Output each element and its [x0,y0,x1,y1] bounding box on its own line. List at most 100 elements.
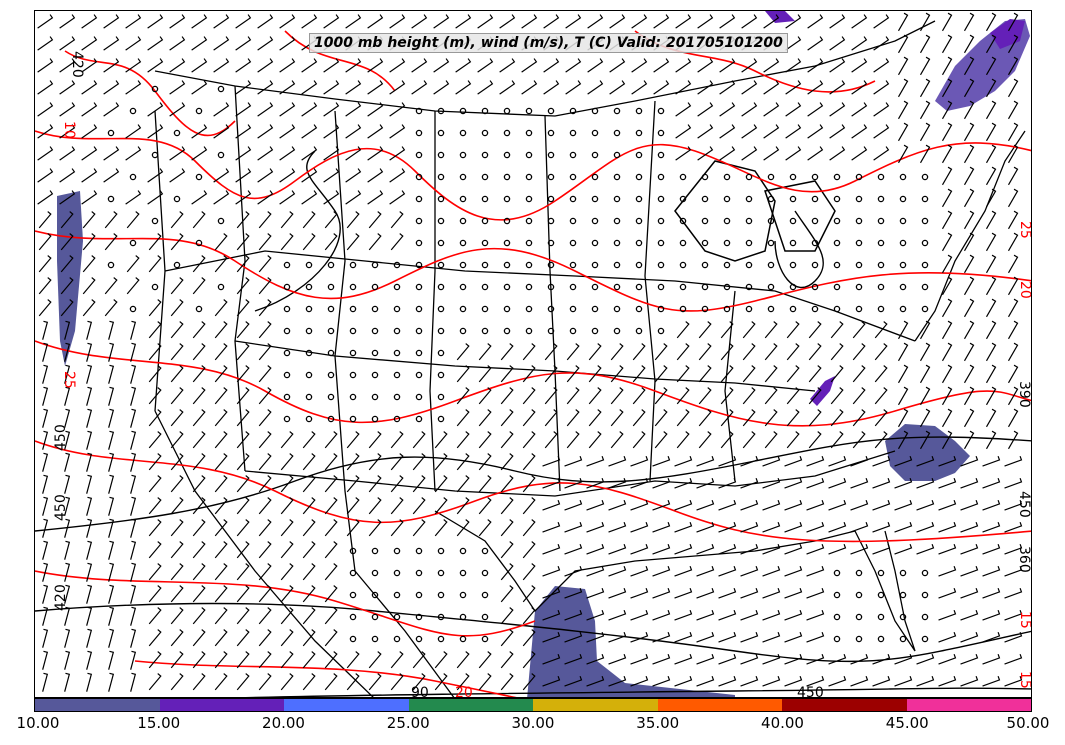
wind-barb [59,36,76,51]
calm-wind-marker [437,327,445,335]
calm-wind-marker [921,635,929,643]
wind-barb [829,36,846,51]
wind-barb [37,102,54,117]
calm-wind-marker [745,173,753,181]
wind-barb [1007,430,1019,450]
calm-wind-marker [899,613,907,621]
wind-barb [762,653,781,665]
calm-wind-marker [591,107,599,115]
wind-barb [740,499,759,511]
calm-wind-marker [921,261,929,269]
wind-barb [214,673,228,691]
wind-barb [214,629,228,647]
wind-barb [544,431,558,449]
calm-wind-marker [591,217,599,225]
wind-barb [64,606,71,626]
wind-barb [280,541,294,559]
wind-barb [674,477,693,489]
calm-wind-marker [459,239,467,247]
wind-barb [566,431,580,449]
calm-wind-marker [459,107,467,115]
calm-wind-marker [547,217,555,225]
wind-barb [279,58,296,73]
wind-barb [851,124,868,139]
calm-wind-marker [283,349,291,357]
calm-wind-marker [745,195,753,203]
wind-barb [894,499,913,511]
wind-barb [851,36,868,51]
calm-wind-marker [767,283,775,291]
wind-barb [586,675,605,687]
wind-barb [301,190,318,205]
wind-barb [64,386,71,406]
calm-wind-marker [393,635,401,643]
wind-barb [258,673,272,691]
wind-barb [654,431,668,449]
wind-barb [873,124,890,139]
wind-barb [192,211,206,229]
wind-barb [522,365,536,383]
wind-barb [720,365,734,383]
calm-wind-marker [855,283,863,291]
calm-wind-marker [877,613,885,621]
wind-barb [696,565,715,577]
wind-barb [478,453,492,471]
wind-barb [434,431,448,449]
wind-barb [169,58,186,73]
wind-barb [60,233,74,251]
wind-barb [785,124,802,139]
calm-wind-marker [371,569,379,577]
wind-barb [324,497,338,515]
wind-barb [500,629,514,647]
calm-wind-marker [415,195,423,203]
wind-barb [963,232,975,252]
wind-barb [654,387,668,405]
calm-wind-marker [569,305,577,313]
wind-barb [521,80,538,95]
wind-barb [346,211,360,229]
height-label: 390 [1016,381,1032,408]
calm-wind-marker [437,349,445,357]
wind-barb [608,477,627,489]
wind-barb [807,146,824,161]
wind-barb [258,211,272,229]
wind-barb [698,387,712,405]
calm-wind-marker [503,195,511,203]
wind-barb [82,255,96,273]
wind-barb [522,629,536,647]
wind-barb [108,452,115,472]
wind-barb [808,431,822,449]
calm-wind-marker [349,261,357,269]
wind-barb [86,342,93,362]
wind-barb [963,166,975,186]
calm-wind-marker [437,305,445,313]
wind-barb [851,146,868,161]
wind-barb [148,453,162,471]
wind-barb [741,14,758,29]
wind-barb [500,387,514,405]
calm-wind-marker [437,371,445,379]
calm-wind-marker [569,327,577,335]
wind-barb [280,585,294,603]
wind-barb [455,14,472,29]
wind-barb [630,521,649,533]
wind-barb [652,587,671,599]
wind-barb [718,477,737,489]
calm-wind-marker [679,239,687,247]
wind-barb [148,585,162,603]
wind-barb [652,543,671,555]
wind-barb [191,80,208,95]
calm-wind-marker [305,327,313,335]
wind-barb [982,565,1001,577]
calm-wind-marker [679,195,687,203]
wind-barb [522,453,536,471]
calm-wind-marker [283,393,291,401]
calm-wind-marker [283,261,291,269]
calm-wind-marker [701,195,709,203]
wind-barb [323,168,340,183]
calm-wind-marker [393,393,401,401]
wind-barb [64,496,71,516]
wind-barb [389,102,406,117]
wind-barb [42,628,49,648]
calm-wind-marker [327,415,335,423]
